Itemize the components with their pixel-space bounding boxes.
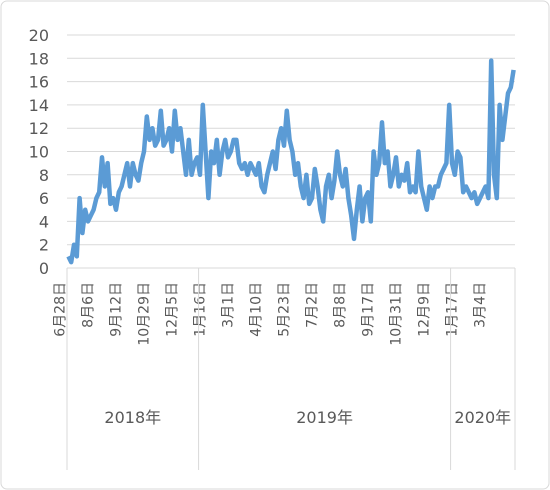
x-tick-label: 5月23日 [276, 282, 292, 337]
x-tick-label: 10月31日 [388, 282, 404, 346]
y-tick-label: 8 [39, 166, 49, 185]
x-tick-label: 3月1日 [220, 282, 236, 328]
x-tick-label: 12月5日 [164, 282, 180, 337]
y-tick-label: 16 [29, 73, 49, 92]
x-tick-label: 9月12日 [108, 282, 124, 337]
year-label: 2018年 [104, 408, 162, 427]
year-label: 2019年 [296, 408, 353, 427]
x-tick-label: 8月8日 [332, 282, 348, 328]
y-tick-label: 14 [29, 96, 49, 115]
x-tick-label: 4月10日 [248, 282, 264, 337]
y-tick-label: 20 [29, 26, 49, 45]
x-tick-label: 6月28日 [52, 282, 68, 337]
x-tick-label: 10月29日 [136, 282, 152, 346]
x-tick-label: 8月6日 [80, 282, 96, 328]
data-line [66, 58, 516, 265]
x-tick-label: 12月9日 [416, 282, 432, 337]
year-label: 2020年 [454, 408, 512, 427]
y-tick-label: 18 [29, 49, 49, 68]
x-tick-label: 9月17日 [360, 282, 376, 337]
y-tick-label: 4 [39, 212, 49, 231]
x-tick-label: 1月17日 [444, 282, 460, 337]
y-tick-label: 10 [29, 143, 49, 162]
y-tick-label: 0 [39, 259, 49, 278]
x-tick-label: 7月2日 [304, 282, 320, 328]
x-tick-label: 1月16日 [192, 282, 208, 337]
y-tick-label: 12 [29, 119, 49, 138]
y-tick-label: 6 [39, 189, 49, 208]
y-tick-label: 2 [39, 236, 49, 255]
x-tick-label: 3月4日 [472, 282, 488, 328]
